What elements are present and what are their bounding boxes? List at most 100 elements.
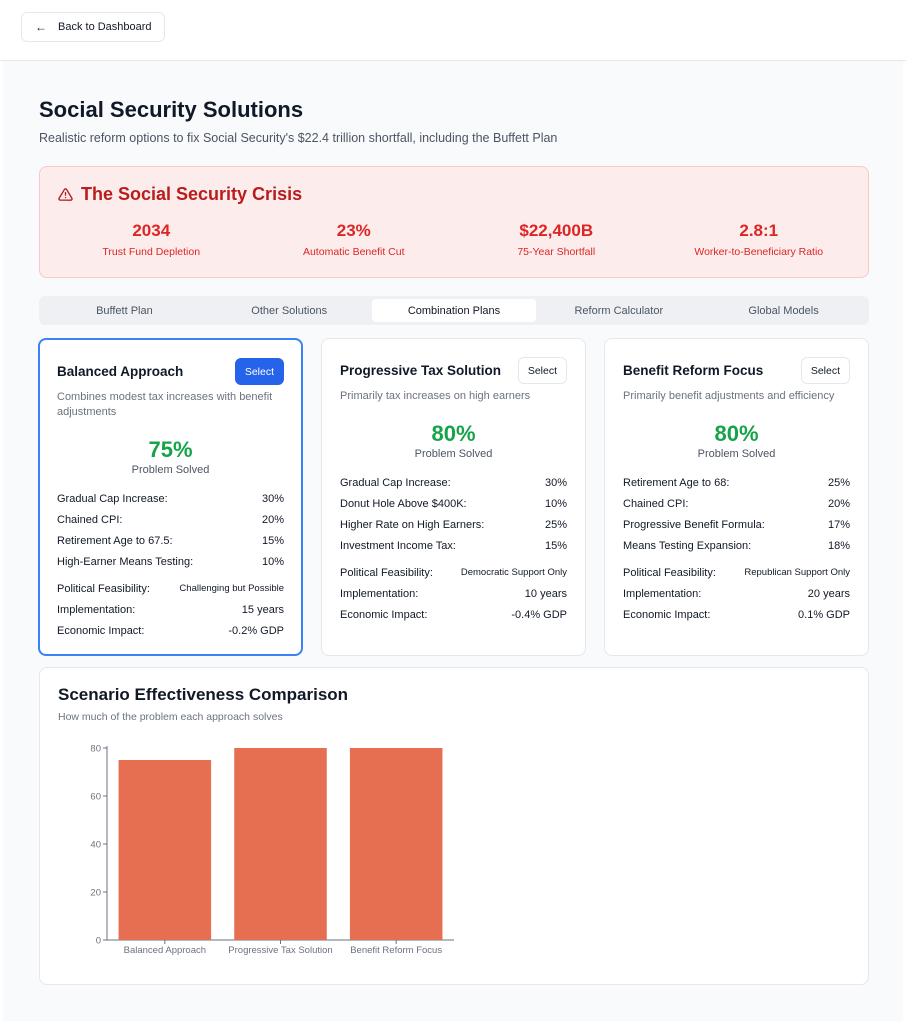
tab-combination-plans[interactable]: Combination Plans — [371, 299, 537, 322]
component-value: 25% — [544, 518, 567, 531]
plan-title: Progressive Tax Solution — [340, 363, 502, 378]
plan-description: Primarily benefit adjustments and effici… — [623, 390, 835, 402]
component-label: Investment Income Tax: — [340, 539, 456, 552]
crisis-header: The Social Security Crisis — [58, 184, 302, 205]
stat-label: Trust Fund Depletion — [102, 246, 201, 258]
effectiveness-bar-chart: 0 20 40 60 80 Balanced Approach Progressive Ta… — [90, 744, 454, 956]
plan-card-progressive-tax-solution[interactable]: Progressive Tax Solution Select Primaril… — [321, 338, 586, 656]
crisis-panel: The Social Security Crisis 2034 Trust Fu… — [39, 166, 869, 278]
detail-value: 0.1% GDP — [798, 608, 850, 621]
plan-details: Political Feasibility: Democratic Support… — [340, 562, 567, 625]
component-row: Retirement Age to 68: 25% — [623, 472, 850, 493]
stat-value: $22,400B — [519, 221, 594, 240]
bar — [118, 760, 212, 940]
detail-row: Political Feasibility: Republican Support… — [623, 562, 850, 583]
back-button-label: Back to Dashboard — [58, 21, 152, 33]
y-tick-label: 20 — [90, 888, 101, 899]
back-to-dashboard-button[interactable]: ← Back to Dashboard — [21, 12, 165, 42]
solutions-tabs: Buffett Plan Other Solutions Combination… — [39, 296, 869, 325]
detail-label: Economic Impact: — [57, 624, 145, 637]
component-label: Chained CPI: — [57, 513, 123, 526]
select-button[interactable]: Select — [800, 357, 850, 384]
component-label: Chained CPI: — [623, 497, 689, 510]
page-subtitle: Realistic reform options to fix Social S… — [39, 131, 558, 145]
tab-global-models[interactable]: Global Models — [748, 304, 819, 317]
component-label: Retirement Age to 67.5: — [57, 534, 173, 547]
component-row: Investment Income Tax: 15% — [340, 535, 567, 556]
component-row: Donut Hole Above $400K: 10% — [340, 493, 567, 514]
component-row: Gradual Cap Increase: 30% — [340, 472, 567, 493]
y-tick-label: 80 — [90, 744, 101, 755]
detail-row: Political Feasibility: Democratic Support… — [340, 562, 567, 583]
plan-card-balanced-approach[interactable]: Balanced Approach Select Combines modest… — [38, 338, 303, 656]
plan-details: Political Feasibility: Republican Support… — [623, 562, 850, 625]
detail-label: Economic Impact: — [623, 608, 711, 621]
detail-label: Implementation: — [340, 587, 419, 600]
problem-solved: 75% Problem Solved — [57, 437, 284, 476]
x-tick-label: Balanced Approach — [124, 945, 206, 956]
plan-description: Primarily tax increases on high earners — [340, 390, 531, 402]
detail-value: Democratic Support Only — [460, 567, 567, 578]
detail-row: Implementation: 15 years — [57, 599, 284, 620]
component-row: Chained CPI: 20% — [623, 493, 850, 514]
problem-solved-percent: 75% — [148, 437, 193, 462]
component-label: Progressive Benefit Formula: — [623, 518, 765, 531]
detail-value: -0.4% GDP — [511, 608, 567, 621]
component-row: Chained CPI: 20% — [57, 509, 284, 530]
detail-row: Economic Impact: -0.4% GDP — [340, 604, 567, 625]
detail-value: Republican Support Only — [744, 567, 850, 578]
detail-label: Implementation: — [57, 603, 136, 616]
component-row: Higher Rate on High Earners: 25% — [340, 514, 567, 535]
bar — [349, 748, 443, 940]
top-bar: ← Back to Dashboard — [0, 0, 906, 61]
detail-row: Implementation: 20 years — [623, 583, 850, 604]
problem-solved-percent: 80% — [714, 421, 759, 446]
crisis-title: The Social Security Crisis — [81, 184, 303, 204]
plan-components: Gradual Cap Increase: 30% Donut Hole Abov… — [340, 472, 567, 556]
component-row: Progressive Benefit Formula: 17% — [623, 514, 850, 535]
problem-solved: 80% Problem Solved — [623, 421, 850, 460]
component-value: 10% — [261, 555, 284, 568]
plan-card-benefit-reform-focus[interactable]: Benefit Reform Focus Select Primarily be… — [604, 338, 869, 656]
component-label: Donut Hole Above $400K: — [340, 497, 467, 510]
component-value: 20% — [261, 513, 284, 526]
tab-reform-calculator[interactable]: Reform Calculator — [574, 304, 664, 317]
component-row: Gradual Cap Increase: 30% — [57, 488, 284, 509]
plan-details: Political Feasibility: Challenging but Po… — [57, 578, 284, 641]
y-tick-label: 60 — [90, 792, 101, 803]
tab-other-solutions[interactable]: Other Solutions — [251, 304, 328, 317]
comparison-subtitle: How much of the problem each approach so… — [58, 711, 283, 723]
tab-buffett-plan[interactable]: Buffett Plan — [96, 304, 153, 317]
plan-components: Gradual Cap Increase: 30% Chained CPI: 20%… — [57, 488, 284, 572]
y-tick-label: 0 — [96, 936, 101, 947]
component-label: Gradual Cap Increase: — [57, 492, 168, 505]
detail-label: Implementation: — [623, 587, 702, 600]
component-row: High-Earner Means Testing: 10% — [57, 551, 284, 572]
detail-row: Economic Impact: -0.2% GDP — [57, 620, 284, 641]
plan-components: Retirement Age to 68: 25% Chained CPI: 20%… — [623, 472, 850, 556]
problem-solved: 80% Problem Solved — [340, 421, 567, 460]
stat-label: Worker-to-Beneficiary Ratio — [694, 246, 824, 258]
bar — [234, 748, 327, 940]
detail-row: Implementation: 10 years — [340, 583, 567, 604]
x-tick-label: Progressive Tax Solution — [228, 945, 332, 956]
crisis-stats: 2034 Trust Fund Depletion 23% Automatic … — [50, 221, 860, 258]
plan-title: Benefit Reform Focus — [623, 363, 764, 378]
detail-value: -0.2% GDP — [228, 624, 284, 637]
stat-trust-fund: 2034 Trust Fund Depletion — [50, 221, 253, 258]
problem-solved-label: Problem Solved — [414, 448, 493, 460]
plan-title: Balanced Approach — [57, 364, 184, 379]
component-value: 15% — [544, 539, 567, 552]
detail-value: 20 years — [807, 587, 850, 600]
y-tick-label: 40 — [90, 840, 101, 851]
detail-label: Political Feasibility: — [57, 582, 150, 595]
comparison-title: Scenario Effectiveness Comparison — [58, 685, 349, 704]
x-tick-label: Benefit Reform Focus — [350, 945, 442, 956]
component-row: Means Testing Expansion: 18% — [623, 535, 850, 556]
problem-solved-label: Problem Solved — [131, 464, 210, 476]
stat-benefit-cut: 23% Automatic Benefit Cut — [253, 221, 456, 258]
component-value: 25% — [827, 476, 850, 489]
select-button[interactable]: Select — [517, 357, 567, 384]
detail-label: Political Feasibility: — [623, 566, 716, 579]
select-button[interactable]: Select — [234, 358, 284, 385]
